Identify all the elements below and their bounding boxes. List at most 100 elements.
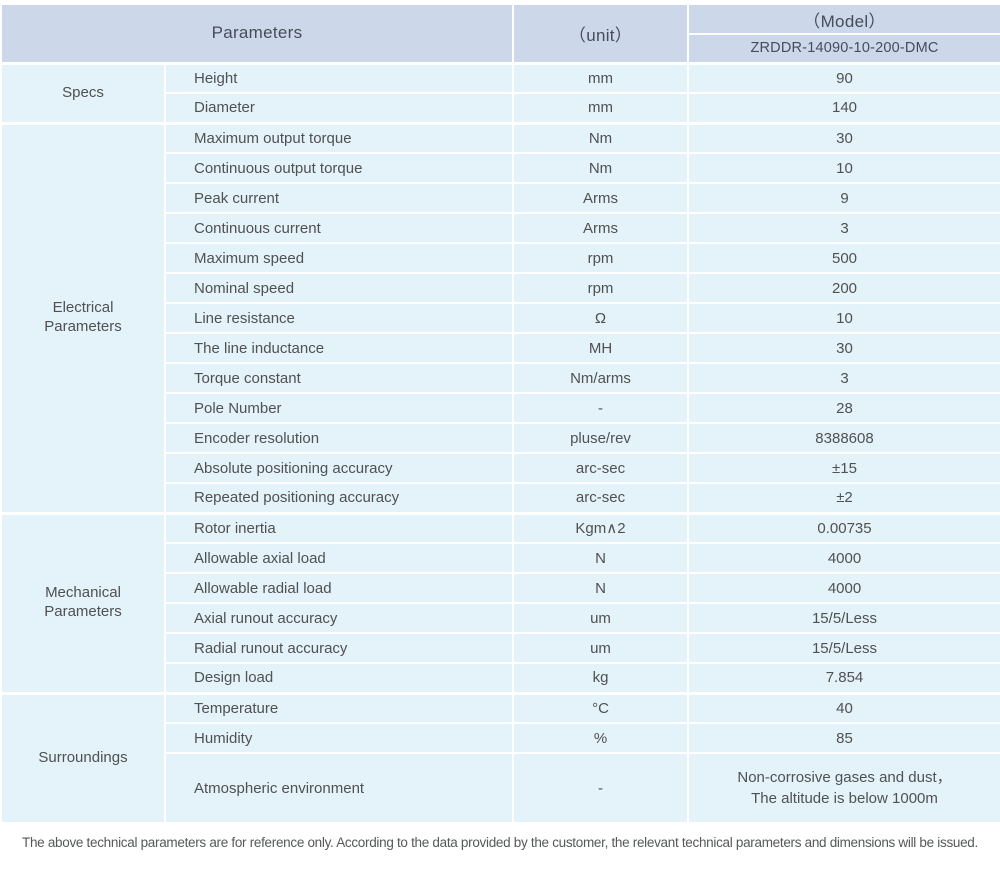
table-row: Peak current Arms 9 bbox=[1, 182, 1000, 214]
param-cell: Repeated positioning accuracy bbox=[164, 482, 514, 514]
value-cell: 3 bbox=[687, 362, 1000, 394]
value-cell: 7.854 bbox=[687, 662, 1000, 694]
value-cell: 4000 bbox=[687, 572, 1000, 604]
group-cell: Surroundings bbox=[0, 691, 166, 824]
value-cell: 8388608 bbox=[687, 422, 1000, 454]
param-cell: Temperature bbox=[164, 691, 514, 724]
unit-cell: mm bbox=[512, 92, 689, 124]
table-row: Torque constant Nm/arms 3 bbox=[1, 362, 1000, 394]
table-row: Diameter mm 140 bbox=[1, 92, 1000, 124]
value-cell: ±15 bbox=[687, 452, 1000, 484]
param-cell: Atmospheric environment bbox=[164, 752, 514, 824]
param-cell: Line resistance bbox=[164, 302, 514, 334]
model-number: ZRDDR-14090-10-200-DMC bbox=[687, 33, 1000, 64]
table-row: The line inductance MH 30 bbox=[1, 332, 1000, 364]
param-cell: Torque constant bbox=[164, 362, 514, 394]
param-cell: Allowable axial load bbox=[164, 542, 514, 574]
unit-cell: um bbox=[512, 632, 689, 664]
table-row: Allowable radial load N 4000 bbox=[1, 572, 1000, 604]
unit-cell: Nm/arms bbox=[512, 362, 689, 394]
table-row: Nominal speed rpm 200 bbox=[1, 272, 1000, 304]
unit-cell: N bbox=[512, 542, 689, 574]
table-row: Electrical Parameters Maximum output torq… bbox=[0, 121, 1000, 514]
param-cell: Height bbox=[164, 61, 514, 94]
table-body: Specs Height mm 90 Diameter mm 140 Electrical P… bbox=[0, 61, 1000, 824]
table-row: Humidity% 85 bbox=[1, 722, 1000, 754]
param-cell: Absolute positioning accuracy bbox=[164, 452, 514, 484]
param-cell: Maximum output torque bbox=[164, 121, 514, 154]
value-cell: 0.00735 bbox=[687, 511, 1000, 544]
value-cell: 90 bbox=[687, 61, 1000, 94]
param-cell: Humidity bbox=[164, 722, 514, 754]
table-row: Continuous output torque Nm 10 bbox=[1, 152, 1000, 184]
unit-cell: um bbox=[512, 602, 689, 634]
unit-cell: pluse/rev bbox=[512, 422, 689, 454]
unit-cell: Nm bbox=[512, 121, 689, 154]
parameters-header: Parameters bbox=[0, 3, 514, 64]
value-cell: ±2 bbox=[687, 482, 1000, 514]
unit-header: （unit） bbox=[512, 3, 689, 64]
value-cell: 28 bbox=[687, 392, 1000, 424]
value-cell: 3 bbox=[687, 212, 1000, 244]
value-cell: Non-corrosive gases and dust， The altitu… bbox=[687, 752, 1000, 824]
unit-cell: arc-sec bbox=[512, 452, 689, 484]
unit-cell: Arms bbox=[512, 212, 689, 244]
unit-cell: Ω bbox=[512, 302, 689, 334]
value-cell: 40 bbox=[687, 691, 1000, 724]
parameters-table: Parameters （unit） （Model） ZRDDR-14090-10… bbox=[0, 3, 1000, 824]
unit-cell: - bbox=[512, 752, 689, 824]
table-row: Surroundings Temperature °C 40 bbox=[0, 691, 1000, 824]
table-row: Absolute positioning accuracy arc-sec ±15 bbox=[1, 452, 1000, 484]
model-header: （Model） bbox=[687, 3, 1000, 35]
footer-note: The above technical parameters are for r… bbox=[22, 835, 978, 850]
param-cell: Axial runout accuracy bbox=[164, 602, 514, 634]
param-cell: Maximum speed bbox=[164, 242, 514, 274]
unit-cell: MH bbox=[512, 332, 689, 364]
param-cell: Nominal speed bbox=[164, 272, 514, 304]
table-row: Encoder resolution pluse/rev 8388608 bbox=[1, 422, 1000, 454]
table-header: Parameters （unit） （Model） ZRDDR-14090-10… bbox=[0, 3, 1000, 64]
table-row: Maximum speed rpm 500 bbox=[1, 242, 1000, 274]
value-cell: 200 bbox=[687, 272, 1000, 304]
param-cell: Pole Number bbox=[164, 392, 514, 424]
table-row: Line resistance Ω 10 bbox=[1, 302, 1000, 334]
param-cell: Radial runout accuracy bbox=[164, 632, 514, 664]
value-cell: 15/5/Less bbox=[687, 602, 1000, 634]
value-cell: 10 bbox=[687, 302, 1000, 334]
value-cell: 30 bbox=[687, 121, 1000, 154]
table-row: Continuous current Arms 3 bbox=[1, 212, 1000, 244]
unit-cell: Arms bbox=[512, 182, 689, 214]
unit-cell: Kgm∧2 bbox=[512, 511, 689, 544]
table-row: Specs Height mm 90 bbox=[0, 61, 1000, 124]
param-cell: Encoder resolution bbox=[164, 422, 514, 454]
value-cell: 10 bbox=[687, 152, 1000, 184]
param-cell: The line inductance bbox=[164, 332, 514, 364]
table-row: Allowable axial load N 4000 bbox=[1, 542, 1000, 574]
table-row: Design load kg 7.854 bbox=[1, 662, 1000, 694]
value-cell: 15/5/Less bbox=[687, 632, 1000, 664]
value-cell: 9 bbox=[687, 182, 1000, 214]
unit-cell: rpm bbox=[512, 242, 689, 274]
unit-cell: % bbox=[512, 722, 689, 754]
group-cell: Specs bbox=[0, 61, 166, 124]
group-cell: Mechanical Parameters bbox=[0, 511, 166, 694]
param-cell: Diameter bbox=[164, 92, 514, 124]
value-cell: 30 bbox=[687, 332, 1000, 364]
table-row: Pole Number -28 bbox=[1, 392, 1000, 424]
table-row: Axial runout accuracy um 15/5/Less bbox=[1, 602, 1000, 634]
unit-cell: arc-sec bbox=[512, 482, 689, 514]
param-cell: Rotor inertia bbox=[164, 511, 514, 544]
unit-cell: - bbox=[512, 392, 689, 424]
param-cell: Continuous current bbox=[164, 212, 514, 244]
unit-cell: N bbox=[512, 572, 689, 604]
param-cell: Continuous output torque bbox=[164, 152, 514, 184]
table-row: Mechanical Parameters Rotor inertia Kgm∧2 0… bbox=[0, 511, 1000, 694]
header-row-top: Parameters （unit） （Model） bbox=[0, 3, 1000, 64]
unit-cell: rpm bbox=[512, 272, 689, 304]
value-cell: 140 bbox=[687, 92, 1000, 124]
table-row: Atmospheric environment - Non-corrosive ga… bbox=[1, 752, 1000, 824]
table-row: Repeated positioning accuracy arc-sec ±2 bbox=[1, 482, 1000, 514]
header-row-model: ZRDDR-14090-10-200-DMC bbox=[1, 33, 1000, 64]
value-cell: 500 bbox=[687, 242, 1000, 274]
